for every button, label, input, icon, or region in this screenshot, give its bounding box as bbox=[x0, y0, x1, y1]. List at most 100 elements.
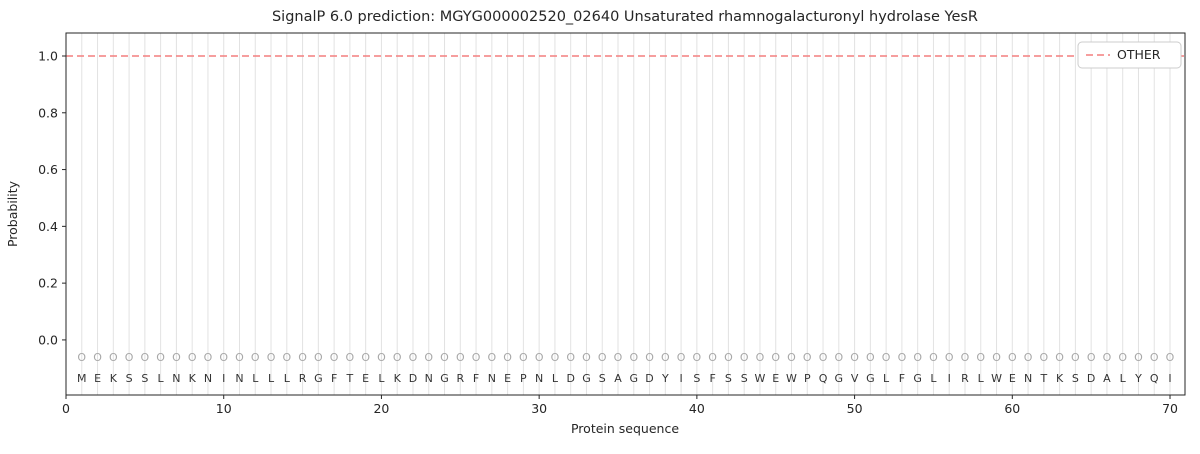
residue-letter: I bbox=[1168, 372, 1171, 385]
residue-letter: W bbox=[786, 372, 797, 385]
residue-letter: N bbox=[235, 372, 243, 385]
region-label: O bbox=[1040, 351, 1049, 364]
residue-letter: L bbox=[930, 372, 937, 385]
region-label: O bbox=[172, 351, 181, 364]
region-label: O bbox=[819, 351, 828, 364]
region-label: O bbox=[156, 351, 165, 364]
region-label: O bbox=[535, 351, 544, 364]
legend-label-other: OTHER bbox=[1117, 47, 1161, 62]
residue-letter: L bbox=[378, 372, 385, 385]
region-label: O bbox=[1118, 351, 1127, 364]
residue-letter: N bbox=[172, 372, 180, 385]
residue-letter: A bbox=[614, 372, 622, 385]
y-tick-label: 0.0 bbox=[38, 332, 58, 347]
residue-letter: D bbox=[409, 372, 417, 385]
region-label: O bbox=[314, 351, 323, 364]
y-axis-label: Probability bbox=[5, 180, 20, 247]
region-label: O bbox=[598, 351, 607, 364]
residue-letter: N bbox=[204, 372, 212, 385]
residue-letter: G bbox=[630, 372, 639, 385]
residue-letter: N bbox=[535, 372, 543, 385]
region-label: O bbox=[456, 351, 465, 364]
region-label: O bbox=[77, 351, 86, 364]
region-label: O bbox=[393, 351, 402, 364]
region-label: O bbox=[503, 351, 512, 364]
region-label: O bbox=[629, 351, 638, 364]
residue-letter: R bbox=[299, 372, 307, 385]
region-label: O bbox=[1055, 351, 1064, 364]
residue-letter: M bbox=[77, 372, 87, 385]
region-label: O bbox=[614, 351, 623, 364]
region-label: O bbox=[251, 351, 260, 364]
y-tick-label: 0.2 bbox=[38, 276, 58, 291]
residue-letter: D bbox=[645, 372, 653, 385]
residue-letter: L bbox=[552, 372, 559, 385]
residue-letter: G bbox=[314, 372, 323, 385]
region-label: O bbox=[740, 351, 749, 364]
residue-letter: D bbox=[1087, 372, 1095, 385]
residue-letter: E bbox=[1009, 372, 1016, 385]
residue-letter: L bbox=[1120, 372, 1127, 385]
region-label: O bbox=[708, 351, 717, 364]
residue-letter: S bbox=[741, 372, 748, 385]
region-label: O bbox=[961, 351, 970, 364]
x-tick-label: 50 bbox=[847, 401, 863, 416]
residue-letter: T bbox=[346, 372, 354, 385]
residue-letter: N bbox=[425, 372, 433, 385]
residue-letter: G bbox=[440, 372, 449, 385]
gridlines bbox=[81, 33, 1171, 395]
residue-letter: Y bbox=[1134, 372, 1142, 385]
y-axis-ticks: 0.0 0.2 0.4 0.6 0.8 1.0 bbox=[38, 48, 66, 347]
region-label: O bbox=[1134, 351, 1143, 364]
y-tick-label: 0.6 bbox=[38, 162, 58, 177]
residue-letter: K bbox=[189, 372, 197, 385]
region-label: O bbox=[582, 351, 591, 364]
residue-letter: A bbox=[1103, 372, 1111, 385]
x-tick-label: 40 bbox=[689, 401, 705, 416]
region-label: O bbox=[866, 351, 875, 364]
residue-letter: T bbox=[1039, 372, 1047, 385]
x-axis-label: Protein sequence bbox=[571, 421, 679, 436]
legend: OTHER bbox=[1077, 41, 1182, 69]
region-label: O bbox=[519, 351, 528, 364]
legend-box bbox=[1077, 41, 1182, 69]
region-label: O bbox=[677, 351, 686, 364]
y-tick-label: 0.8 bbox=[38, 105, 58, 120]
residue-letter: N bbox=[1024, 372, 1032, 385]
region-label: O bbox=[693, 351, 702, 364]
residue-letter: I bbox=[679, 372, 682, 385]
region-label: O bbox=[472, 351, 481, 364]
region-label: O bbox=[1024, 351, 1033, 364]
region-label: O bbox=[377, 351, 386, 364]
residue-letter: G bbox=[835, 372, 844, 385]
region-label: O bbox=[1166, 351, 1175, 364]
x-tick-label: 10 bbox=[216, 401, 232, 416]
region-label: O bbox=[361, 351, 370, 364]
region-label: O bbox=[109, 351, 118, 364]
residue-letter: F bbox=[709, 372, 715, 385]
residue-letter: N bbox=[488, 372, 496, 385]
region-label: O bbox=[282, 351, 291, 364]
chart-title: SignalP 6.0 prediction: MGYG000002520_02… bbox=[272, 9, 978, 25]
residue-letter: I bbox=[222, 372, 225, 385]
residue-letter: F bbox=[473, 372, 479, 385]
x-tick-label: 70 bbox=[1162, 401, 1178, 416]
plot-border bbox=[65, 32, 1186, 396]
region-label: O bbox=[566, 351, 575, 364]
residue-letter: E bbox=[362, 372, 369, 385]
region-label: O bbox=[913, 351, 922, 364]
residue-letter: E bbox=[504, 372, 511, 385]
region-label: O bbox=[803, 351, 812, 364]
region-label: O bbox=[1103, 351, 1112, 364]
residue-letter: K bbox=[110, 372, 118, 385]
residue-letter: G bbox=[866, 372, 875, 385]
residue-letter: I bbox=[948, 372, 951, 385]
region-label: O bbox=[204, 351, 213, 364]
residue-letter: L bbox=[158, 372, 165, 385]
residue-letter: Q bbox=[819, 372, 828, 385]
region-label: O bbox=[1008, 351, 1017, 364]
x-tick-label: 0 bbox=[62, 401, 70, 416]
region-label: O bbox=[1071, 351, 1080, 364]
